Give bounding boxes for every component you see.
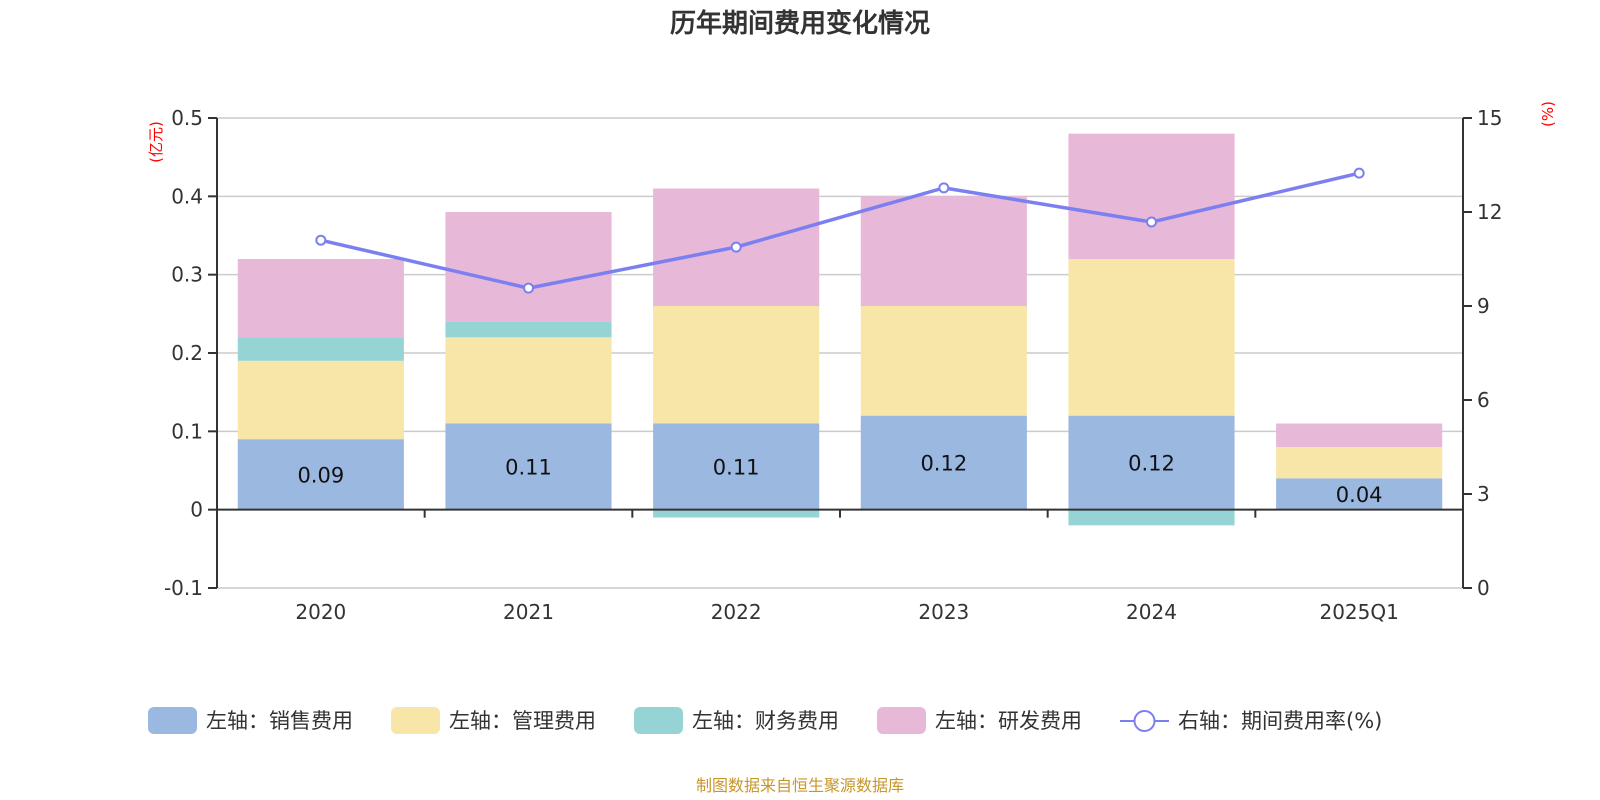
legend-item: 右轴：期间费用率(%) xyxy=(1120,709,1382,733)
bar-segment xyxy=(1276,478,1443,510)
legend-item: 左轴：研发费用 xyxy=(877,707,1082,734)
data-label: 0.04 xyxy=(1336,483,1383,507)
data-label: 0.11 xyxy=(713,456,760,480)
bar-segment xyxy=(860,306,1027,416)
legend-label: 左轴：管理费用 xyxy=(449,709,596,733)
x-axis-tick-label: 2021 xyxy=(503,600,554,624)
axes: -0.1 0 0.1 0.2 0.3 0.4 0.5 0 3 6 9 12 15 2020 2021 2022… xyxy=(147,101,1557,624)
rate-point xyxy=(938,182,950,194)
bar-segment xyxy=(237,439,404,510)
chart-title: 历年期间费用变化情况 xyxy=(670,8,930,39)
data-label: 0.11 xyxy=(505,456,552,480)
bars xyxy=(237,133,1443,526)
legend-swatch-icon xyxy=(391,707,440,734)
x-axis-tick-label: 2022 xyxy=(711,600,762,624)
bar-segment xyxy=(237,337,404,361)
legend-item: 左轴：管理费用 xyxy=(391,707,596,734)
data-labels: 0.09 0.11 0.11 0.12 0.12 0.04 xyxy=(297,452,1382,507)
rate-line-path xyxy=(320,171,1360,290)
legend-label: 左轴：财务费用 xyxy=(692,709,839,733)
x-axis-tick-label: 2020 xyxy=(295,600,346,624)
legend-item: 左轴：财务费用 xyxy=(634,707,839,734)
data-label: 0.12 xyxy=(1128,452,1175,476)
bar-segment xyxy=(1276,447,1443,479)
legend-label: 左轴：销售费用 xyxy=(206,709,353,733)
x-axis-tick-label: 2023 xyxy=(918,600,969,624)
right-axis-unit: (%) xyxy=(1539,101,1557,127)
bar-segment xyxy=(1068,133,1235,259)
left-axis-tick-label: 0.1 xyxy=(171,419,203,443)
bar-segment xyxy=(1276,423,1443,447)
bar-segment xyxy=(860,415,1027,510)
bar-segment xyxy=(445,212,612,322)
right-axis-tick-label: 15 xyxy=(1477,106,1502,130)
legend-swatch-icon xyxy=(148,707,197,734)
bar-segment xyxy=(445,423,612,510)
left-axis-unit: (亿元) xyxy=(147,121,165,163)
legend-label: 左轴：研发费用 xyxy=(935,709,1082,733)
rate-point xyxy=(1353,167,1365,179)
bar-segment xyxy=(1068,509,1235,526)
right-axis-tick-label: 9 xyxy=(1477,294,1490,318)
left-axis-tick-label: 0.5 xyxy=(171,106,203,130)
legend-marker-icon xyxy=(1133,710,1156,732)
left-axis-tick-label: 0.4 xyxy=(171,184,203,208)
left-axis-tick-label: -0.1 xyxy=(164,576,203,600)
rate-point xyxy=(1146,216,1157,228)
rate-point xyxy=(523,282,534,294)
left-axis-tick-label: 0.2 xyxy=(171,341,203,365)
rate-line xyxy=(315,167,1365,294)
x-axis-tick-label: 2024 xyxy=(1126,600,1177,624)
legend-label: 右轴：期间费用率(%) xyxy=(1178,709,1382,733)
bar-segment xyxy=(1068,415,1235,510)
data-label: 0.12 xyxy=(920,452,967,476)
grid-lines xyxy=(217,117,1463,589)
bar-segment xyxy=(653,306,820,424)
x-axis-tick-label: 2025Q1 xyxy=(1319,600,1398,624)
right-axis-tick-label: 6 xyxy=(1477,388,1490,412)
legend-swatch-icon xyxy=(634,707,683,734)
left-axis-tick-label: 0.3 xyxy=(171,263,203,287)
right-axis-tick-label: 0 xyxy=(1477,576,1490,600)
right-axis-tick-label: 12 xyxy=(1477,200,1502,224)
rate-point xyxy=(315,234,327,246)
bar-segment xyxy=(653,423,820,510)
bar-segment xyxy=(653,509,820,518)
legend-swatch-icon xyxy=(877,707,926,734)
bar-segment xyxy=(445,321,612,338)
rate-point xyxy=(730,241,742,253)
bar-segment xyxy=(445,337,612,424)
source-note: 制图数据来自恒生聚源数据库 xyxy=(696,776,904,795)
legend-item: 左轴：销售费用 xyxy=(148,707,353,734)
right-axis-tick-label: 3 xyxy=(1477,482,1490,506)
legend: 左轴：销售费用 左轴：管理费用 左轴：财务费用 左轴：研发费用 右轴：期间费用率(%) xyxy=(148,707,1382,734)
data-label: 0.09 xyxy=(297,463,344,487)
bar-segment xyxy=(237,259,404,338)
left-axis-tick-label: 0 xyxy=(190,498,203,522)
bar-segment xyxy=(1068,259,1235,416)
bar-segment xyxy=(860,196,1027,306)
bar-segment xyxy=(237,360,404,440)
